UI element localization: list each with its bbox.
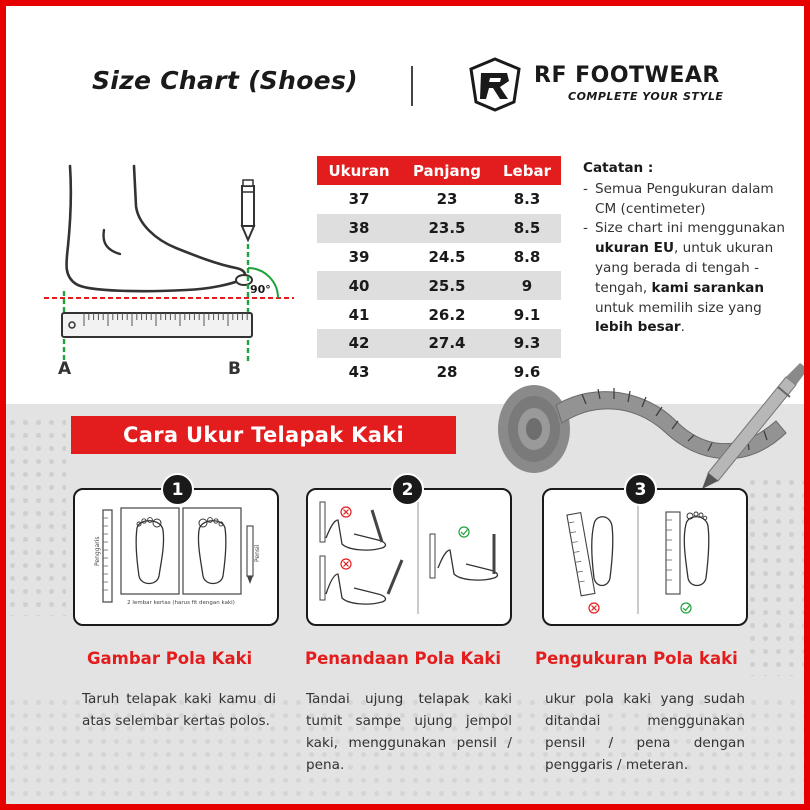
table-row: 37 23 8.3 [317, 185, 561, 214]
step-2-badge: 2 [391, 473, 424, 506]
header-panjang: Panjang [401, 156, 493, 185]
tape-measure-icon [498, 363, 804, 489]
step-3-card [542, 488, 748, 626]
pen-icon [702, 363, 804, 489]
header-divider [411, 66, 413, 106]
cell-ukuran: 40 [317, 271, 401, 301]
rf-logo-icon [469, 57, 521, 112]
table-row: 40 25.5 9 [317, 271, 561, 301]
label-b: B [228, 359, 241, 379]
cell-ukuran: 37 [348, 190, 370, 209]
header-ukuran: Ukuran [317, 156, 401, 185]
cell-panjang: 25.5 [401, 271, 493, 301]
size-table-header-row: Ukuran Panjang Lebar [317, 156, 561, 185]
cell-ukuran: 42 [317, 328, 401, 358]
table-row: 39 24.5 8.8 [317, 243, 561, 272]
step-3-badge: 3 [624, 473, 657, 506]
cell-lebar: 9.6 [513, 363, 541, 382]
cell-ukuran: 38 [317, 213, 401, 243]
note-text-1: Semua Pengukuran dalam CM (centimeter) [595, 180, 774, 217]
step-2-card [306, 488, 512, 626]
cell-ukuran: 43 [348, 363, 370, 382]
cell-lebar: 9.1 [513, 305, 541, 324]
step-1-description: Taruh telapak kaki kamu di atas selembar… [82, 691, 276, 729]
table-row: 42 27.4 9.3 [317, 328, 561, 358]
header-lebar: Lebar [493, 156, 561, 185]
cell-lebar: 8.3 [513, 190, 541, 209]
cell-ukuran: 39 [348, 247, 370, 266]
notes-panel: Catatan : - Semua Pengukuran dalam CM (c… [583, 159, 793, 338]
ruler-label: Penggaris [94, 537, 101, 566]
label-a: A [58, 359, 72, 379]
step-1-card: Penggaris Pensil 2 lembar kertas (harus … [73, 488, 279, 626]
foot-measure-diagram: 90° A B [44, 164, 294, 379]
pencil-icon [240, 179, 256, 243]
cell-panjang: 23.5 [401, 213, 493, 243]
draw-foot-pattern-illustration: Penggaris Pensil 2 lembar kertas (harus … [94, 507, 261, 606]
note-text-2: Size chart ini menggunakan ukuran EU, un… [595, 220, 785, 336]
cell-lebar: 9.3 [493, 328, 561, 358]
dot-pattern-bottom [6, 696, 804, 804]
cell-panjang: 27.4 [401, 328, 493, 358]
cell-panjang: 26.2 [428, 305, 466, 324]
cell-lebar: 8.8 [513, 247, 541, 266]
table-row: 41 26.2 9.1 [317, 300, 561, 329]
cell-panjang: 23 [436, 190, 458, 209]
step-1-badge: 1 [161, 473, 194, 506]
cell-lebar: 8.5 [493, 213, 561, 243]
size-table: Ukuran Panjang Lebar 37 23 8.3 38 23.5 8… [317, 156, 561, 387]
step-2-description: Tandai ujung telapak kaki tumit sampe uj… [306, 691, 512, 773]
table-row: 38 23.5 8.5 [317, 213, 561, 243]
notes-title: Catatan : [583, 160, 654, 176]
page-title: Size Chart (Shoes) [92, 66, 358, 95]
paper-caption: 2 lembar kertas (harus fit dengan kaki) [127, 600, 235, 606]
step-2-title: Penandaan Pola Kaki [305, 649, 501, 668]
cell-ukuran: 41 [348, 305, 370, 324]
note-item: - Semua Pengukuran dalam CM (centimeter) [583, 180, 793, 220]
step-3-title: Pengukuran Pola kaki [535, 649, 738, 668]
how-to-measure-banner: Cara Ukur Telapak Kaki [71, 416, 456, 454]
banner-title: Cara Ukur Telapak Kaki [123, 423, 404, 447]
step-1-title: Gambar Pola Kaki [87, 649, 253, 668]
brand-name: RF FOOTWEAR [534, 63, 720, 88]
cell-lebar: 9 [493, 271, 561, 301]
table-row: 43 28 9.6 [317, 358, 561, 387]
angle-label: 90° [250, 283, 271, 296]
note-item: - Size chart ini menggunakan ukuran EU, … [583, 219, 793, 338]
measure-foot-pattern-illustration [566, 500, 710, 614]
dot-pattern-left [6, 416, 66, 616]
brand-tagline: COMPLETE YOUR STYLE [568, 90, 724, 103]
pencil-label: Pensil [254, 544, 261, 562]
step-3-description: ukur pola kaki yang sudah ditandai mengg… [545, 691, 745, 773]
cell-panjang: 24.5 [428, 247, 466, 266]
cell-panjang: 28 [436, 363, 458, 382]
mark-foot-pattern-illustration [319, 500, 499, 614]
dot-pattern-right [746, 476, 804, 676]
